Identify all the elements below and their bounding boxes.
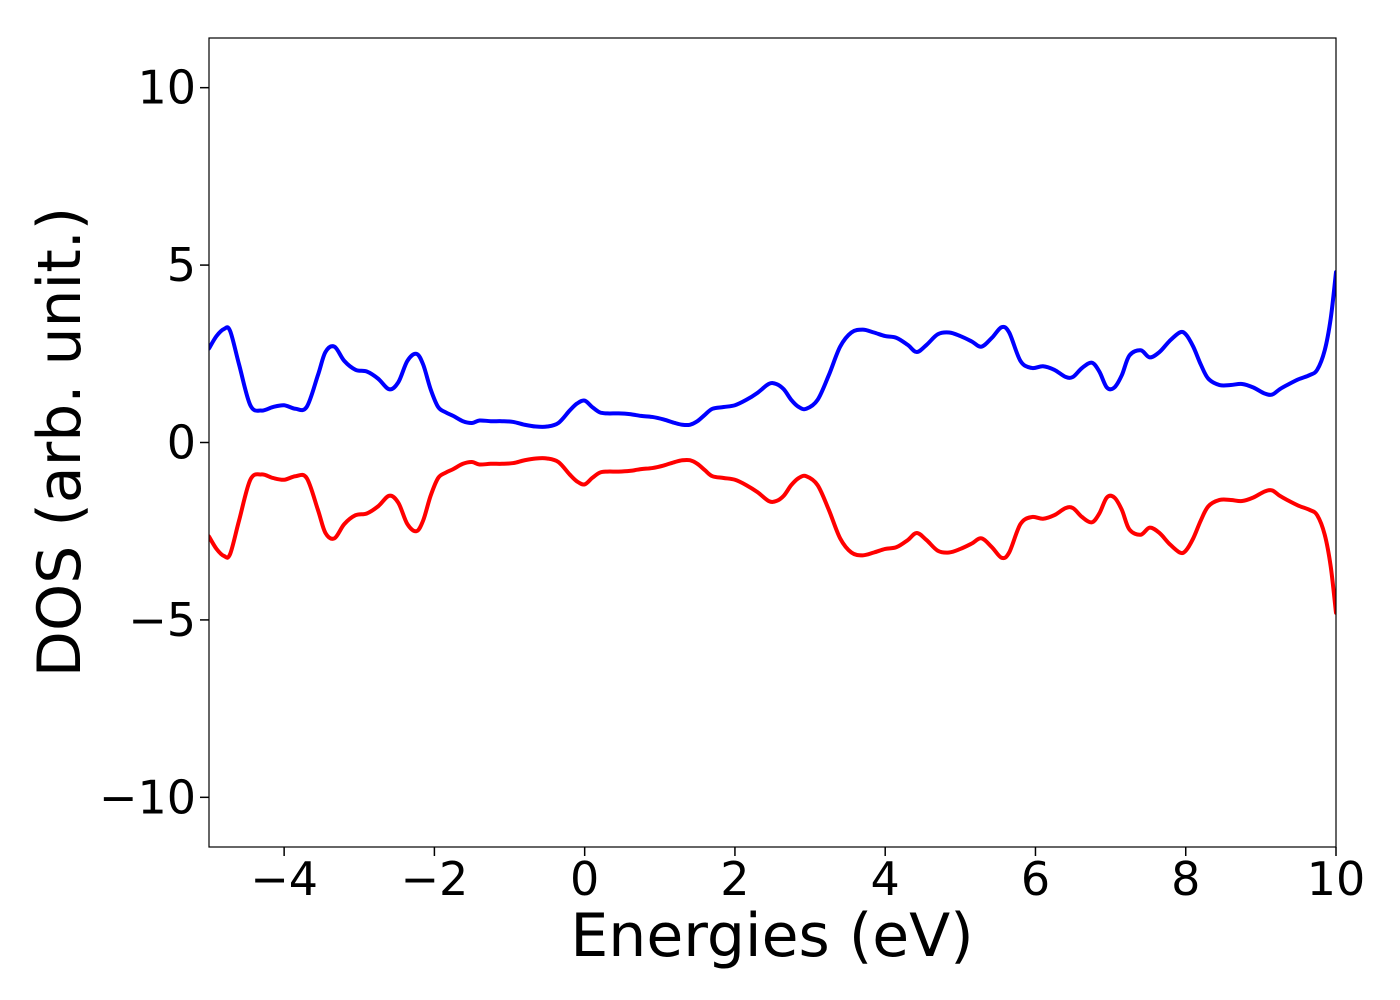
y-tick-label: 10	[137, 61, 196, 115]
x-tick-label: −2	[400, 852, 468, 906]
x-axis-title: Energies (eV)	[570, 901, 973, 971]
x-tick-label: 4	[871, 852, 900, 906]
y-axis: −10 −5 0 5 10	[99, 61, 209, 824]
x-axis: −4 −2 0 2 4 6 8 10	[250, 847, 1365, 906]
x-tick-label: 8	[1171, 852, 1200, 906]
x-tick-label: 0	[570, 852, 599, 906]
x-tick-label: −4	[250, 852, 318, 906]
series-line-2	[209, 456, 1336, 615]
series-line-1	[209, 270, 1336, 429]
y-tick-label: 0	[167, 416, 196, 470]
y-tick-label: −5	[128, 593, 196, 647]
series-layer	[209, 270, 1336, 615]
plot-frame	[208, 37, 1337, 848]
y-axis-title: DOS (arb. unit.)	[25, 207, 95, 677]
y-tick-label: 5	[167, 238, 196, 292]
x-tick-label: 6	[1021, 852, 1050, 906]
x-tick-label: 10	[1307, 852, 1366, 906]
y-tick-label: −10	[99, 770, 196, 824]
x-tick-label: 2	[720, 852, 749, 906]
